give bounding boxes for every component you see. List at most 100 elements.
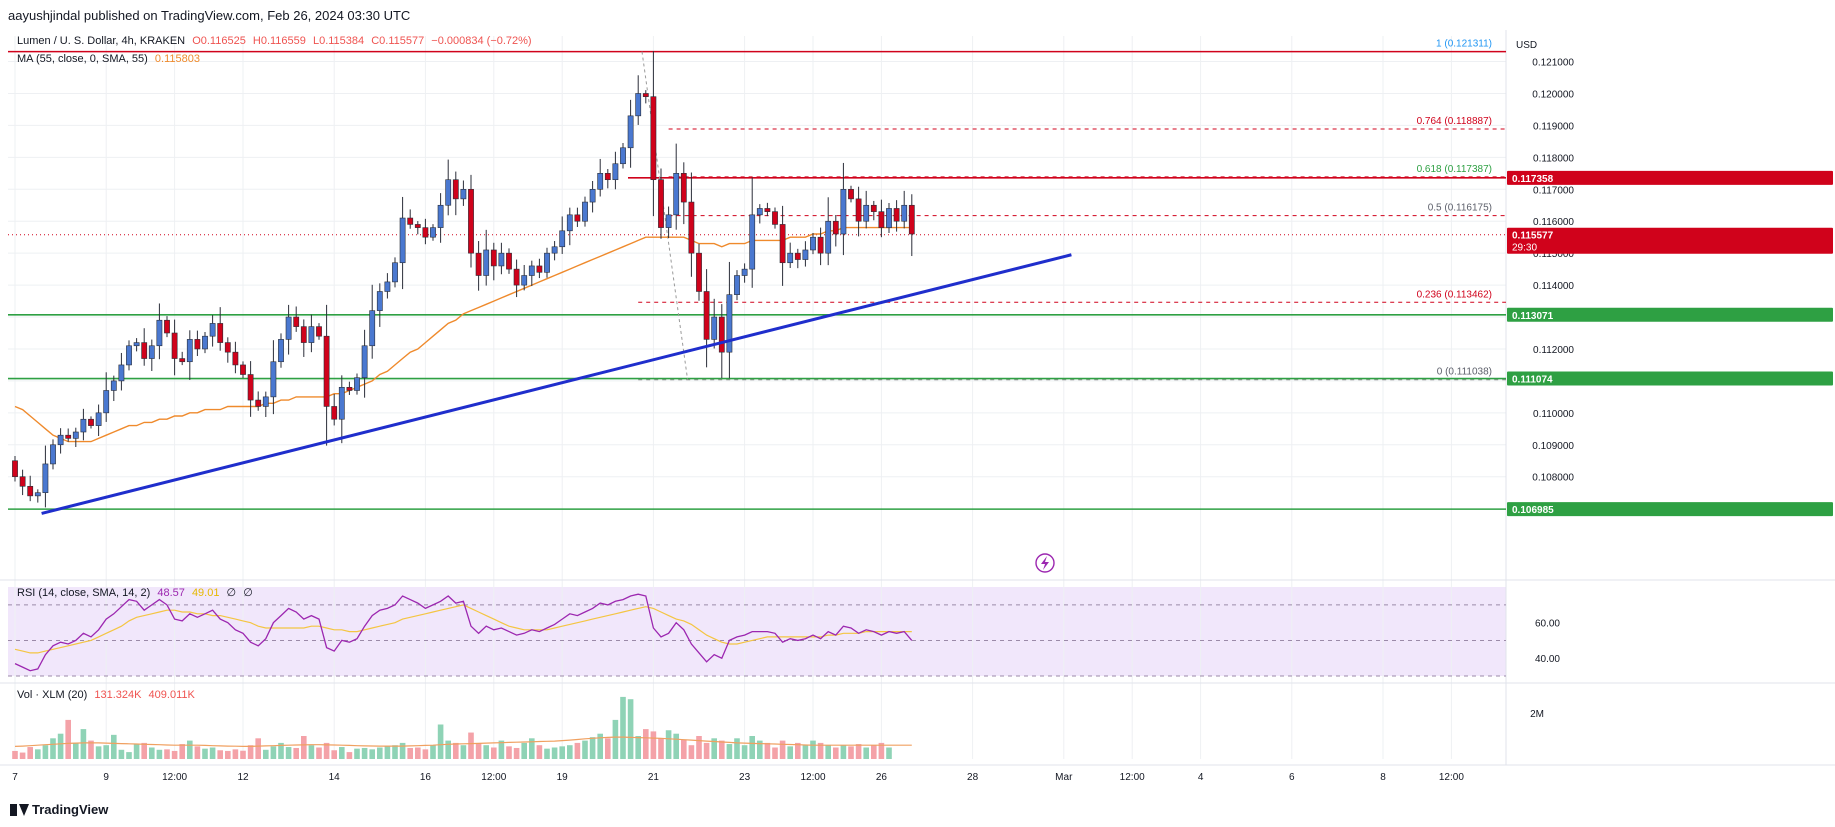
time-tick-label: 28 [967, 772, 979, 783]
volume-bar [468, 732, 474, 759]
candle-body-down [764, 208, 771, 212]
candle [164, 316, 170, 338]
volume-bar [156, 749, 163, 759]
rsi-ma-line [14, 604, 912, 654]
candle [817, 227, 824, 266]
volume-bar [650, 731, 657, 759]
volume-tick-label: 2M [1530, 709, 1544, 720]
rsi-legend[interactable]: RSI (14, close, SMA, 14, 2) 48.57 49.01 … [17, 586, 257, 599]
chart-canvas[interactable]: USD 0.121000 0.120000 0.119000 0.118000 0.117… [0, 26, 1835, 798]
time-tick-label: 12:00 [481, 772, 506, 783]
candle [186, 330, 193, 380]
volume-bar [339, 747, 345, 759]
fib-level-label: 0.764 (0.118887) [1417, 116, 1492, 127]
candle-body-down [696, 252, 702, 292]
candle [323, 304, 330, 446]
candle [240, 361, 246, 379]
tradingview-logo-icon [10, 803, 29, 816]
candle [848, 185, 854, 203]
volume-bar [817, 742, 824, 759]
ohlc-change: −0.000834 (−0.72%) [431, 35, 532, 47]
time-tick-label: 12:00 [162, 772, 187, 783]
candle-body-down [240, 364, 246, 375]
ohlc-open: O0.116525 [192, 35, 246, 47]
candle-body-up [42, 463, 49, 493]
price-tick-label: 0.109000 [1532, 441, 1574, 452]
candle-body-up [270, 361, 277, 398]
volume-bar [354, 748, 360, 759]
candle-body-up [285, 316, 292, 340]
volume-bar [544, 748, 550, 759]
candle-body-down [19, 476, 26, 487]
volume-bar [133, 744, 140, 759]
candle [521, 264, 528, 291]
candle-body-up [148, 345, 155, 359]
candle [855, 186, 862, 237]
volume-bar [536, 745, 543, 759]
price-tick-label: 0.108000 [1532, 473, 1574, 484]
candle [658, 168, 664, 239]
candle [247, 361, 254, 417]
candle-body-up [95, 412, 102, 426]
volume-bar [103, 745, 109, 759]
fib-level-label: 0.5 (0.116175) [1428, 203, 1492, 214]
fib-level-label: 0.618 (0.117387) [1417, 164, 1492, 175]
candle [741, 263, 748, 283]
candle-body-down [141, 342, 148, 359]
volume-bar [764, 742, 771, 759]
candle [262, 391, 269, 417]
volume-bar [171, 750, 178, 759]
candle [711, 298, 718, 349]
candle-body-up [460, 188, 467, 200]
candle [566, 207, 573, 246]
candle [57, 428, 64, 454]
candle [802, 241, 809, 267]
candle-body-up [392, 262, 398, 283]
candle-body-up [840, 188, 847, 235]
tradingview-footer[interactable]: TradingView [10, 802, 108, 817]
candle [886, 203, 892, 234]
candle [772, 207, 778, 229]
support-price-badge: 0.111074 [1512, 375, 1553, 386]
candle-body-down [908, 204, 915, 235]
volume-bar [323, 742, 330, 759]
volume-bar [80, 729, 87, 759]
candle [726, 261, 733, 379]
candle-body-up [612, 163, 619, 181]
candle [840, 162, 847, 256]
volume-legend[interactable]: Vol · XLM (20) 131.324K 409.011K [17, 689, 199, 701]
volume-bar [399, 742, 406, 759]
volume-bar [688, 745, 695, 759]
ohlc-close: C0.115577 [371, 35, 425, 47]
candle [156, 303, 163, 360]
candle [650, 51, 657, 217]
candle-body-up [711, 316, 718, 340]
candle-body-down [506, 252, 512, 270]
candle-body-up [445, 179, 452, 206]
rsi-line [14, 593, 913, 672]
candle-body-up [338, 386, 345, 420]
symbol-legend[interactable]: Lumen / U. S. Dollar, 4h, KRAKEN O0.1165… [17, 35, 536, 47]
resistance-price-badge-bg [1507, 170, 1833, 185]
time-tick-label: 12:00 [1120, 772, 1145, 783]
candle-body-up [50, 444, 56, 465]
candle-body-up [521, 275, 528, 286]
ma-legend[interactable]: MA (55, close, 0, SMA, 55) 0.115803 [17, 53, 204, 65]
volume-bar [483, 745, 489, 759]
candle-body-up [741, 268, 748, 276]
volume-bar [741, 745, 748, 759]
volume-bar [848, 746, 854, 759]
time-tick-label: 21 [648, 772, 660, 783]
volume-legend-ma: 409.011K [148, 689, 195, 701]
candle-body-up [726, 294, 733, 353]
volume-bar [308, 745, 315, 759]
lightning-icon [1041, 556, 1049, 570]
last-price-badge: 0.115577 [1512, 231, 1554, 242]
fib-level-label: 0.236 (0.113462) [1417, 289, 1492, 300]
time-tick-label: 16 [420, 772, 432, 783]
candle-body-down [779, 224, 786, 264]
rsi-legend-upper: ∅ [226, 587, 237, 599]
candle [179, 351, 186, 366]
volume-bar [42, 745, 49, 759]
volume-bar [597, 733, 603, 759]
